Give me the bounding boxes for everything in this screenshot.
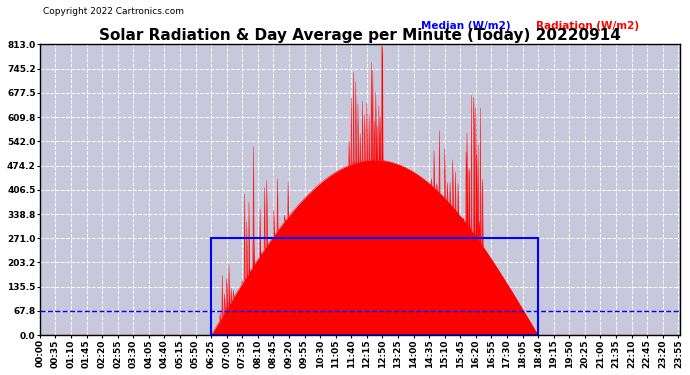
Bar — [211, 238, 538, 335]
Text: Radiation (W/m2): Radiation (W/m2) — [536, 21, 639, 31]
Text: Median (W/m2): Median (W/m2) — [421, 21, 511, 31]
Title: Solar Radiation & Day Average per Minute (Today) 20220914: Solar Radiation & Day Average per Minute… — [99, 28, 621, 44]
Text: Copyright 2022 Cartronics.com: Copyright 2022 Cartronics.com — [43, 7, 184, 16]
